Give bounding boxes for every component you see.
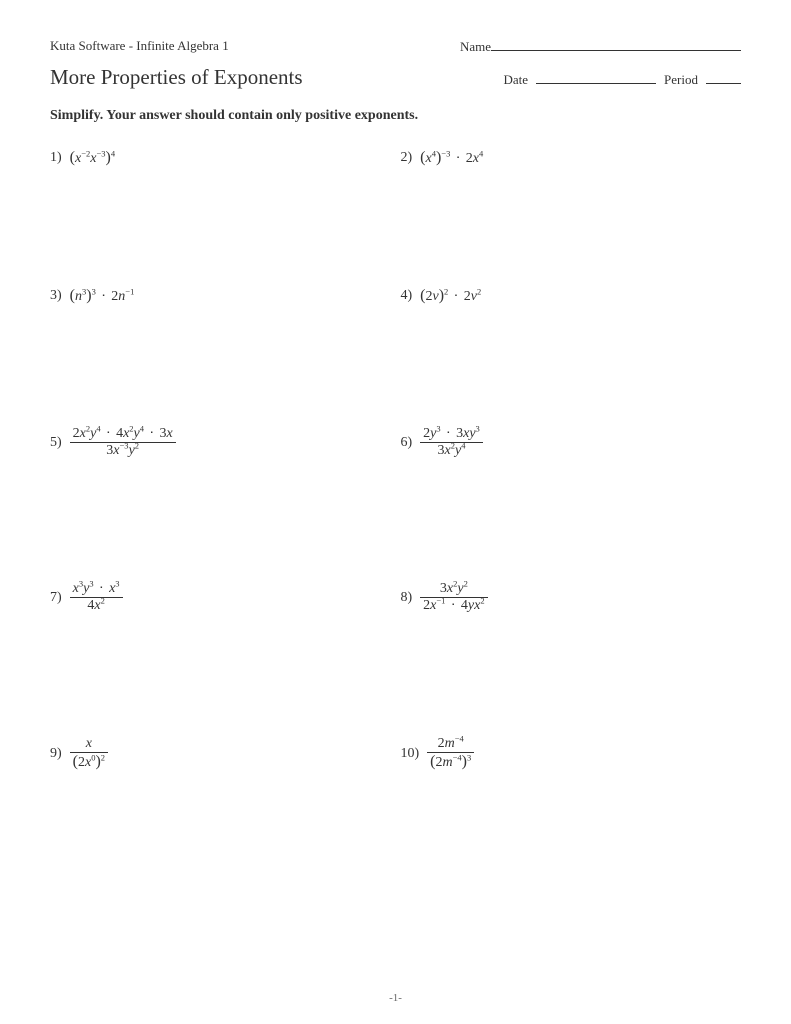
problem-expression: 2y3 ⋅ 3xy3 3x2y4 xyxy=(420,426,483,459)
problem-number: 5) xyxy=(50,435,62,451)
problem-8: 8) 3x2y2 2x−1 ⋅ 4yx2 xyxy=(401,581,742,614)
math-coef: 2 xyxy=(73,426,80,441)
math-coef: 2 xyxy=(464,289,471,304)
name-blank[interactable] xyxy=(491,38,741,51)
math-exp: 3 xyxy=(115,578,119,588)
math-exp: −1 xyxy=(125,286,134,296)
problem-2: 2) (x4)−3 ⋅ 2x4 xyxy=(401,150,742,166)
worksheet-page: Kuta Software - Infinite Algebra 1 Name … xyxy=(0,0,791,1024)
problem-number: 4) xyxy=(401,288,413,304)
problem-number: 1) xyxy=(50,150,62,166)
problem-expression: (x4)−3 ⋅ 2x4 xyxy=(420,150,483,166)
problem-number: 2) xyxy=(401,150,413,166)
problem-number: 9) xyxy=(50,746,62,762)
math-exp: 3 xyxy=(436,423,440,433)
header-row: Kuta Software - Infinite Algebra 1 Name xyxy=(50,38,741,55)
math-exp: −4 xyxy=(453,752,462,762)
math-coef: 2 xyxy=(438,736,445,751)
math-exp: 2 xyxy=(101,752,105,762)
math-exp: 4 xyxy=(479,148,483,158)
problem-expression: x (2x0)2 xyxy=(70,736,108,771)
instructions: Simplify. Your answer should contain onl… xyxy=(50,108,741,124)
math-var: n xyxy=(75,289,82,304)
math-exp: 4 xyxy=(461,440,465,450)
problem-number: 8) xyxy=(401,590,413,606)
math-exp: 4 xyxy=(111,148,115,158)
period-label: Period xyxy=(664,72,698,88)
problem-7: 7) x3y3 ⋅ x3 4x2 xyxy=(50,581,391,614)
name-field-group: Name xyxy=(460,38,741,55)
problem-expression: x3y3 ⋅ x3 4x2 xyxy=(70,581,123,614)
math-coef: 2 xyxy=(436,755,443,770)
math-var: x xyxy=(86,736,92,751)
problems-grid: 1) (x−2x−3)4 2) (x4)−3 ⋅ 2x4 3) (n3)3 ⋅ … xyxy=(50,150,741,771)
math-exp: 2 xyxy=(135,440,139,450)
math-coef: 2 xyxy=(426,289,433,304)
math-coef: 3 xyxy=(438,443,445,458)
math-exp: 4 xyxy=(96,423,100,433)
math-exp: 3 xyxy=(476,423,480,433)
math-exp: 2 xyxy=(477,286,481,296)
math-var: m xyxy=(443,755,453,770)
problem-expression: 3x2y2 2x−1 ⋅ 4yx2 xyxy=(420,581,487,614)
problem-number: 3) xyxy=(50,288,62,304)
math-coef: 2 xyxy=(78,755,85,770)
math-coef: 4 xyxy=(461,598,468,613)
problem-10: 10) 2m−4 (2m−4)3 xyxy=(401,736,742,771)
date-blank[interactable] xyxy=(536,71,656,84)
problem-6: 6) 2y3 ⋅ 3xy3 3x2y4 xyxy=(401,426,742,459)
math-exp: −3 xyxy=(96,148,105,158)
math-coef: 2 xyxy=(466,151,473,166)
math-coef: 4 xyxy=(116,426,123,441)
worksheet-title: More Properties of Exponents xyxy=(50,65,303,90)
math-var: v xyxy=(433,289,439,304)
problem-number: 6) xyxy=(401,435,413,451)
problem-expression: (n3)3 ⋅ 2n−1 xyxy=(70,288,135,304)
page-footer: -1- xyxy=(0,992,791,1004)
problem-number: 7) xyxy=(50,590,62,606)
problem-4: 4) (2v)2 ⋅ 2v2 xyxy=(401,288,742,304)
math-exp: 2 xyxy=(480,595,484,605)
date-label: Date xyxy=(504,72,529,88)
problem-expression: (2v)2 ⋅ 2v2 xyxy=(420,288,481,304)
math-exp: −4 xyxy=(455,733,464,743)
problem-number: 10) xyxy=(401,746,420,762)
math-coef: 3 xyxy=(440,581,447,596)
problem-3: 3) (n3)3 ⋅ 2n−1 xyxy=(50,288,391,304)
title-row: More Properties of Exponents Date Period xyxy=(50,65,741,90)
math-exp: −3 xyxy=(120,440,129,450)
math-var: x xyxy=(166,426,172,441)
math-exp: 2 xyxy=(464,578,468,588)
problem-5: 5) 2x2y4 ⋅ 4x2y4 ⋅ 3x 3x−3y2 xyxy=(50,426,391,459)
problem-expression: (x−2x−3)4 xyxy=(70,150,115,166)
math-exp: 3 xyxy=(89,578,93,588)
problem-9: 9) x (2x0)2 xyxy=(50,736,391,771)
math-exp: 2 xyxy=(101,595,105,605)
problem-1: 1) (x−2x−3)4 xyxy=(50,150,391,166)
math-exp: −2 xyxy=(81,148,90,158)
period-blank[interactable] xyxy=(706,71,741,84)
date-period-group: Date Period xyxy=(504,71,742,88)
math-exp: 3 xyxy=(467,752,471,762)
problem-expression: 2m−4 (2m−4)3 xyxy=(427,736,474,771)
software-label: Kuta Software - Infinite Algebra 1 xyxy=(50,38,229,55)
math-var: m xyxy=(445,736,455,751)
math-exp: −3 xyxy=(441,148,450,158)
problem-expression: 2x2y4 ⋅ 4x2y4 ⋅ 3x 3x−3y2 xyxy=(70,426,176,459)
name-label: Name xyxy=(460,39,491,55)
